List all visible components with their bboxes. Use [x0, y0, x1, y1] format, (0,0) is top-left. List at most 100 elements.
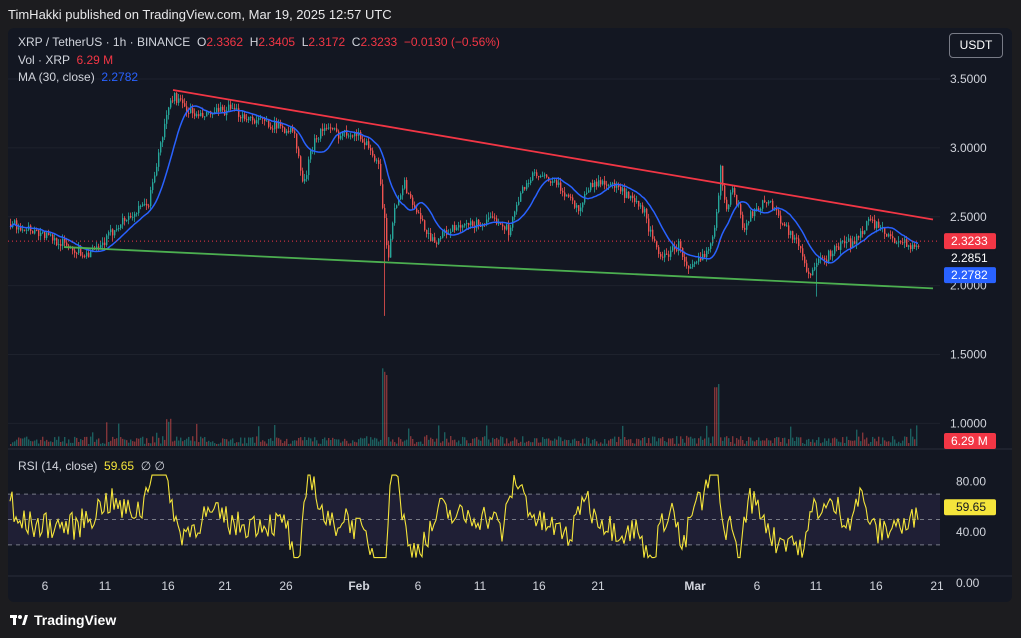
chart-frame[interactable]: 3.5000 3.0000 2.5000 2.0000 1.5000 1.0000 2.32… — [8, 28, 1012, 602]
candle-body — [160, 142, 162, 153]
candle-body — [736, 194, 738, 205]
volume-bar — [140, 437, 142, 446]
volume-bar — [712, 436, 714, 446]
candle-body — [856, 236, 858, 244]
candle-body — [648, 218, 650, 232]
volume-bar — [164, 439, 166, 446]
candle-body — [236, 108, 238, 110]
candle-body — [918, 245, 920, 247]
rsi-value-tag — [944, 499, 996, 516]
candle-body — [572, 197, 574, 201]
volume-bar — [314, 437, 316, 446]
tradingview-footer[interactable]: TradingView — [10, 612, 116, 628]
candle-body — [700, 257, 702, 261]
volume-bar — [688, 437, 690, 446]
rsi-legend: RSI (14, close) 59.65 ∅ ∅ — [18, 459, 165, 473]
volume-bar — [726, 436, 728, 446]
price-chart-svg[interactable]: 3.50003.00002.50002.00001.50001.00002.32… — [8, 28, 1012, 602]
volume-bar — [214, 443, 216, 446]
volume-bar — [258, 426, 260, 446]
volume-bar — [162, 436, 164, 446]
candle-body — [762, 200, 764, 209]
candle-body — [382, 184, 384, 208]
volume-bar — [700, 436, 702, 446]
candle-body — [26, 229, 28, 231]
candle-body — [872, 219, 874, 221]
candle-body — [346, 130, 348, 136]
volume-bar — [552, 440, 554, 446]
candle-body — [266, 120, 268, 122]
candle-body — [752, 211, 754, 217]
volume-bar — [66, 443, 68, 446]
candle-body — [658, 247, 660, 255]
candle-body — [688, 265, 690, 269]
volume-bar — [872, 436, 874, 446]
symbol-label[interactable]: XRP / TetherUS · 1h · BINANCE — [18, 35, 191, 49]
candle-body — [154, 175, 156, 183]
volume-bar — [472, 438, 474, 446]
candle-body — [142, 204, 144, 206]
volume-bar — [408, 428, 410, 446]
volume-bar — [88, 443, 90, 446]
candle-body — [66, 242, 68, 246]
rsi-label[interactable]: RSI (14, close) — [18, 459, 98, 473]
volume-bar — [650, 443, 652, 446]
volume-bar — [136, 438, 138, 446]
candle-body — [558, 182, 560, 185]
candle-body — [608, 184, 610, 186]
candle-body — [240, 116, 242, 119]
candle-body — [514, 211, 516, 217]
candle-body — [502, 224, 504, 227]
volume-bar — [488, 439, 490, 446]
currency-button[interactable]: USDT — [949, 33, 1003, 58]
candle-body — [664, 253, 666, 258]
candle-body — [342, 131, 344, 136]
candle-body — [668, 254, 670, 257]
candle-body — [416, 208, 418, 213]
volume-bar — [542, 437, 544, 446]
candle-body — [646, 208, 648, 219]
volume-label[interactable]: Vol · XRP — [18, 53, 70, 67]
volume-bar — [178, 440, 180, 446]
volume-bar — [56, 439, 58, 446]
tradingview-logo-icon — [10, 613, 28, 627]
volume-bar — [444, 432, 446, 446]
candle-body — [308, 159, 310, 176]
volume-bar — [640, 440, 642, 446]
candle-body — [492, 216, 494, 218]
price-axis-tag-price — [944, 250, 996, 267]
volume-bar — [138, 438, 140, 446]
volume-bar — [170, 418, 172, 446]
candle-body — [294, 131, 296, 134]
candle-body — [814, 266, 816, 270]
candle-body — [488, 217, 490, 220]
volume-bar — [670, 438, 672, 446]
volume-bar — [440, 442, 442, 446]
candle-body — [884, 226, 886, 234]
candle-body — [566, 194, 568, 197]
volume-bar — [814, 442, 816, 446]
volume-bar — [398, 437, 400, 446]
candle-body — [260, 117, 262, 119]
volume-bar — [278, 438, 280, 446]
volume-bar — [372, 439, 374, 446]
price-axis-tag-label-volume: 6.29 M — [951, 434, 988, 448]
ma-label[interactable]: MA (30, close) — [18, 70, 95, 84]
candle-body — [888, 234, 890, 237]
candle-body — [264, 118, 266, 121]
candle-body — [550, 181, 552, 183]
volume-bar — [266, 443, 268, 446]
volume-bar — [648, 438, 650, 446]
candle-body — [878, 221, 880, 228]
volume-bar — [100, 443, 102, 446]
time-tick-label: 6 — [42, 579, 49, 593]
open-label: O — [196, 35, 207, 49]
candle-body — [230, 104, 232, 109]
candle-body — [92, 248, 94, 251]
volume-bar — [78, 442, 80, 446]
volume-bar — [694, 438, 696, 446]
volume-bar — [402, 441, 404, 446]
candle-body — [256, 120, 258, 124]
candle-body — [624, 188, 626, 198]
volume-bar — [818, 437, 820, 446]
